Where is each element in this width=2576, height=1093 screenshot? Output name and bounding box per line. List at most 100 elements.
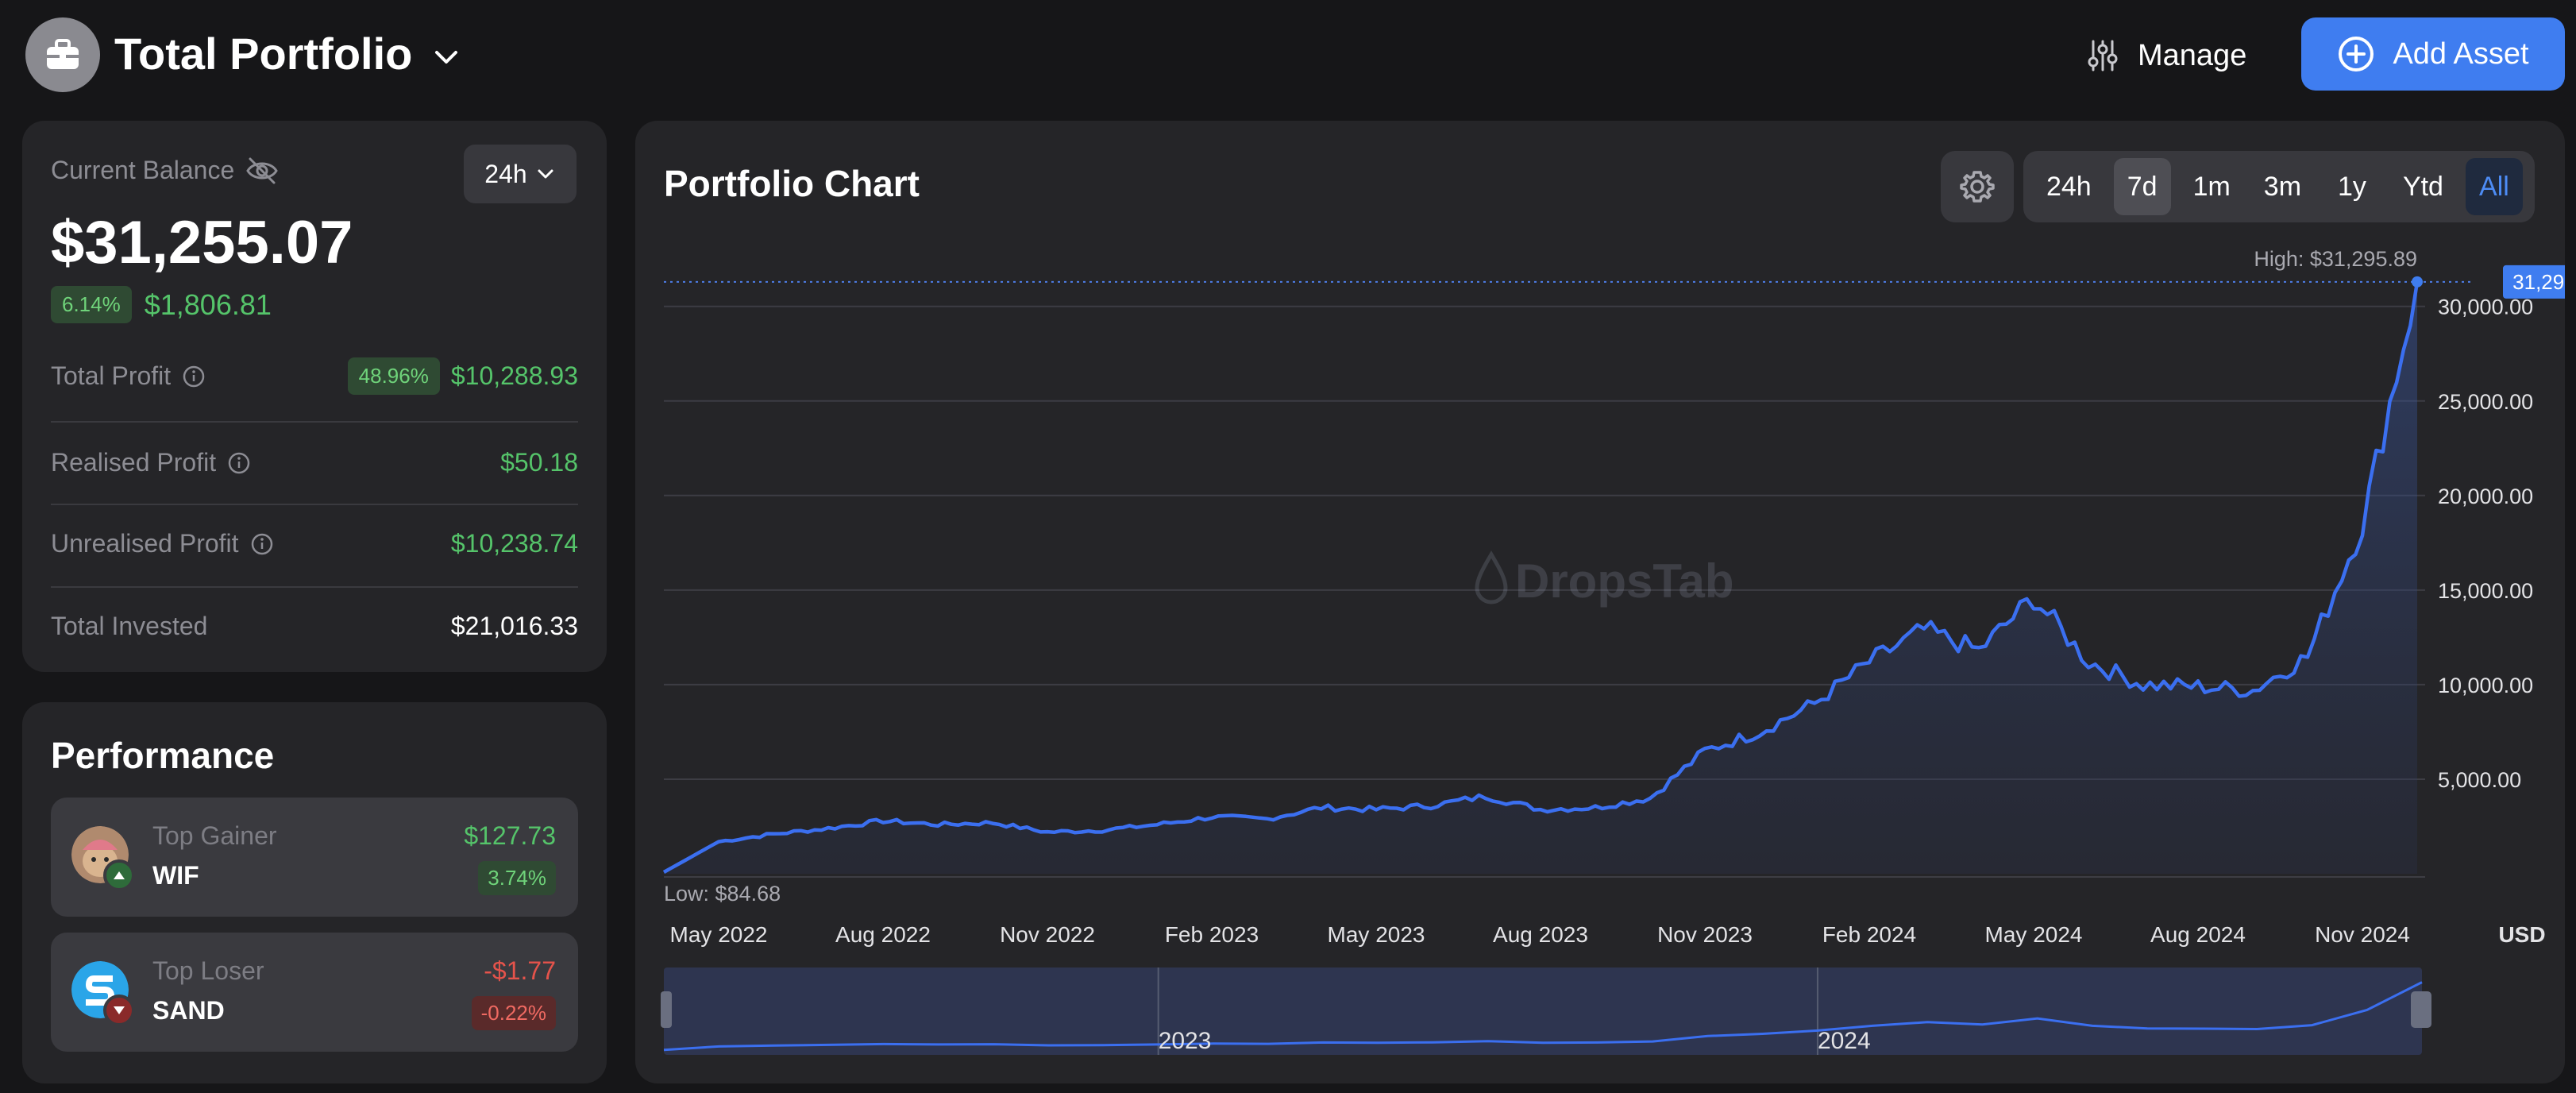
x-tick-label: Aug 2024 bbox=[2150, 922, 2246, 947]
chevron-down-icon bbox=[538, 169, 553, 179]
divider bbox=[51, 504, 578, 505]
loser-symbol: SAND bbox=[152, 996, 225, 1025]
navigator-year-2023: 2023 bbox=[1159, 1028, 1212, 1054]
total-invested-value: $21,016.33 bbox=[450, 612, 578, 640]
range-selector: 24h 7d 1m 3m 1y Ytd All bbox=[2023, 151, 2535, 222]
gainer-pct: 3.74% bbox=[478, 861, 556, 895]
plus-circle-icon bbox=[2339, 37, 2374, 71]
high-value-tag: 31,295.89 bbox=[2503, 265, 2565, 299]
balance-period-select[interactable]: 24h bbox=[464, 145, 577, 203]
x-tick-label: Aug 2023 bbox=[1493, 922, 1588, 947]
y-tick-label: 20,000.00 bbox=[2438, 485, 2533, 508]
navigator-year-2024: 2024 bbox=[1818, 1028, 1871, 1054]
realised-profit-text: Realised Profit bbox=[51, 448, 217, 477]
navigator-left-handle[interactable] bbox=[661, 991, 672, 1028]
chart-title: Portfolio Chart bbox=[664, 163, 920, 204]
chart-settings-button[interactable] bbox=[1941, 151, 2014, 222]
top-gainer-card[interactable]: Top Gainer WIF $127.73 3.74% bbox=[51, 798, 578, 917]
range-all[interactable]: All bbox=[2465, 158, 2523, 215]
total-invested-row: Total Invested $21,016.33 bbox=[51, 612, 578, 641]
x-tick-label: Nov 2022 bbox=[1000, 922, 1095, 947]
top-loser-card[interactable]: Top Loser SAND -$1.77 -0.22% bbox=[51, 933, 578, 1052]
chart-panel: Portfolio Chart 24h 7d 1m 3m 1y Ytd All … bbox=[635, 121, 2565, 1083]
high-point-marker bbox=[2412, 276, 2423, 288]
current-balance-text: Current Balance bbox=[51, 156, 235, 184]
y-tick-label: 5,000.00 bbox=[2438, 768, 2521, 792]
total-profit-text: Total Profit bbox=[51, 361, 172, 390]
chart-area-fill bbox=[664, 281, 2417, 874]
x-tick-label: May 2023 bbox=[1328, 922, 1425, 947]
change-value: $1,806.81 bbox=[144, 288, 272, 321]
navigator-series-line bbox=[663, 981, 2423, 1052]
gainer-symbol: WIF bbox=[152, 861, 199, 890]
unrealised-profit-value: $10,238.74 bbox=[450, 529, 578, 558]
loser-label: Top Loser bbox=[152, 956, 264, 985]
balance-change: 6.14% $1,806.81 bbox=[51, 286, 272, 323]
info-icon[interactable] bbox=[227, 451, 251, 475]
total-profit-value: $10,288.93 bbox=[450, 361, 578, 390]
chevron-down-icon[interactable] bbox=[429, 40, 464, 75]
manage-label: Manage bbox=[2138, 38, 2247, 72]
dropstab-watermark: DropsTab bbox=[1475, 550, 1734, 608]
chart-navigator[interactable]: 2023 2024 bbox=[661, 967, 2431, 1055]
current-balance-label: Current Balance bbox=[51, 156, 279, 185]
unrealised-profit-label: Unrealised Profit bbox=[51, 529, 274, 558]
unrealised-profit-row: Unrealised Profit $10,238.74 bbox=[51, 529, 578, 558]
info-icon[interactable] bbox=[250, 532, 274, 556]
balance-amount: $31,255.07 bbox=[51, 209, 353, 276]
x-tick-label: Nov 2023 bbox=[1657, 922, 1753, 947]
total-invested-label: Total Invested bbox=[51, 612, 208, 640]
high-tag-text: 31,295.89 bbox=[2512, 270, 2565, 294]
loser-pct: -0.22% bbox=[471, 996, 556, 1030]
y-tick-label: 15,000.00 bbox=[2438, 579, 2533, 603]
gainer-label: Top Gainer bbox=[152, 821, 277, 850]
briefcase-icon[interactable] bbox=[25, 17, 100, 92]
unrealised-profit-text: Unrealised Profit bbox=[51, 529, 239, 558]
performance-title: Performance bbox=[51, 735, 275, 776]
range-7d[interactable]: 7d bbox=[2113, 158, 2171, 215]
realised-profit-value: $50.18 bbox=[500, 448, 578, 477]
navigator-right-handle[interactable] bbox=[2411, 991, 2431, 1028]
info-icon[interactable] bbox=[182, 365, 206, 388]
chart-series-line bbox=[662, 281, 2420, 874]
currency-label: USD bbox=[2498, 922, 2545, 947]
high-label: High: $31,295.89 bbox=[2254, 247, 2417, 271]
range-ytd[interactable]: Ytd bbox=[2402, 171, 2443, 202]
total-profit-pct: 48.96% bbox=[347, 357, 440, 395]
x-tick-label: May 2022 bbox=[670, 922, 768, 947]
x-tick-label: Feb 2024 bbox=[1822, 922, 1916, 947]
change-pct-badge: 6.14% bbox=[51, 286, 132, 323]
range-1y[interactable]: 1y bbox=[2338, 171, 2366, 202]
loser-amount: -$1.77 bbox=[484, 956, 556, 985]
total-profit-row: Total Profit 48.96% $10,288.93 bbox=[51, 357, 578, 395]
x-tick-label: May 2024 bbox=[1985, 922, 2083, 947]
total-profit-values: 48.96% $10,288.93 bbox=[347, 357, 578, 395]
y-tick-label: 25,000.00 bbox=[2438, 390, 2533, 414]
watermark-text: DropsTab bbox=[1515, 554, 1734, 608]
manage-button[interactable]: Manage bbox=[2085, 24, 2246, 87]
performance-panel: Performance Top Gainer WIF $127.73 3.74%… bbox=[22, 702, 607, 1083]
realised-profit-label: Realised Profit bbox=[51, 448, 251, 477]
eye-off-icon[interactable] bbox=[245, 156, 279, 185]
header: Total Portfolio Manage Add Asset bbox=[0, 0, 2576, 111]
add-asset-label: Add Asset bbox=[2393, 37, 2529, 71]
divider bbox=[51, 586, 578, 588]
period-value: 24h bbox=[484, 159, 527, 188]
portfolio-chart[interactable]: 5,000.00 10,000.00 15,000.00 20,000.00 25,00… bbox=[635, 121, 2565, 1083]
gainer-amount: $127.73 bbox=[464, 821, 556, 850]
arrow-down-icon bbox=[103, 995, 135, 1026]
range-24h[interactable]: 24h bbox=[2046, 171, 2092, 202]
gear-icon bbox=[1960, 171, 1995, 203]
range-1m[interactable]: 1m bbox=[2192, 171, 2231, 202]
total-profit-label: Total Profit bbox=[51, 361, 206, 391]
page-title[interactable]: Total Portfolio bbox=[114, 29, 413, 79]
range-3m[interactable]: 3m bbox=[2263, 171, 2302, 202]
balance-panel: Current Balance 24h $31,255.07 6.14% $1,… bbox=[22, 121, 607, 672]
sliders-icon bbox=[2088, 40, 2118, 71]
arrow-up-icon bbox=[103, 859, 135, 891]
x-tick-label: Feb 2023 bbox=[1165, 922, 1259, 947]
y-tick-label: 10,000.00 bbox=[2438, 674, 2533, 697]
add-asset-button[interactable]: Add Asset bbox=[2301, 17, 2565, 91]
x-tick-label: Aug 2022 bbox=[835, 922, 931, 947]
y-tick-label: 30,000.00 bbox=[2438, 295, 2533, 319]
